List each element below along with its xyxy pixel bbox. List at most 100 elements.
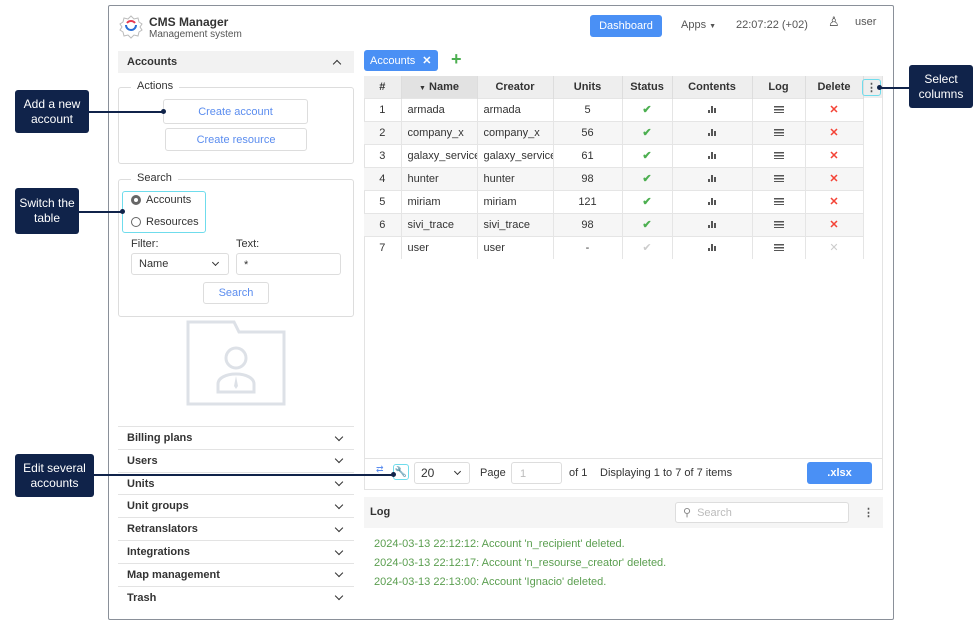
create-resource-button[interactable]: Create resource — [165, 128, 307, 151]
column-header-log[interactable]: Log — [752, 76, 806, 98]
log-button[interactable] — [752, 120, 806, 144]
account-name[interactable]: armada — [401, 97, 478, 121]
export-xlsx-button[interactable]: .xlsx — [807, 462, 872, 484]
delete-icon[interactable]: ✕ — [805, 120, 864, 144]
user-icon[interactable]: ♙ — [828, 14, 840, 29]
column-header-units[interactable]: Units — [553, 76, 623, 98]
dashboard-button[interactable]: Dashboard — [590, 15, 662, 37]
column-header-status[interactable]: Status — [622, 76, 673, 98]
sidebar-section-trash[interactable]: Trash — [118, 585, 354, 609]
tab-accounts[interactable]: Accounts ✕ — [364, 50, 438, 71]
sidebar-section-label: Units — [127, 477, 155, 490]
accounts-table: # ▼ Name Creator Units Status Contents Log Dele… — [364, 76, 864, 259]
swap-icon[interactable]: ⇄ — [376, 464, 384, 474]
sidebar-section-label: Retranslators — [127, 523, 198, 536]
status-check-icon[interactable]: ✔ — [622, 120, 673, 144]
log-button[interactable] — [752, 189, 806, 213]
filter-label: Filter: — [131, 238, 159, 250]
table-row[interactable]: 6 sivi_trace sivi_trace 98 ✔ ✕ — [364, 212, 864, 236]
per-page-select[interactable]: 20 — [414, 462, 470, 484]
bar-chart-icon — [707, 151, 717, 159]
log-button[interactable] — [752, 235, 806, 259]
sidebar-section-label: Integrations — [127, 546, 190, 558]
account-name[interactable]: company_x — [401, 120, 478, 144]
delete-icon[interactable]: ✕ — [805, 166, 864, 190]
contents-button[interactable] — [672, 235, 753, 259]
contents-button[interactable] — [672, 212, 753, 236]
table-row[interactable]: 7 user user - ✔ ✕ — [364, 235, 864, 259]
table-row[interactable]: 1 armada armada 5 ✔ ✕ — [364, 97, 864, 121]
sidebar-section-unit-groups[interactable]: Unit groups — [118, 494, 354, 517]
log-entry: 2024-03-13 22:13:00: Account 'Ignacio' d… — [374, 576, 607, 588]
column-header-name[interactable]: ▼ Name — [401, 76, 478, 98]
status-check-icon[interactable]: ✔ — [622, 143, 673, 167]
contents-button[interactable] — [672, 189, 753, 213]
log-menu-icon[interactable]: ⋮ — [863, 507, 874, 519]
delete-icon[interactable]: ✕ — [805, 189, 864, 213]
column-header-creator[interactable]: Creator — [477, 76, 554, 98]
delete-icon[interactable]: ✕ — [805, 235, 864, 259]
create-account-button[interactable]: Create account — [163, 99, 308, 124]
contents-button[interactable] — [672, 143, 753, 167]
account-name[interactable]: sivi_trace — [401, 212, 478, 236]
table-row[interactable]: 4 hunter hunter 98 ✔ ✕ — [364, 166, 864, 190]
bar-chart-icon — [707, 105, 717, 113]
account-name[interactable]: miriam — [401, 189, 478, 213]
column-header-contents[interactable]: Contents — [672, 76, 753, 98]
list-icon — [773, 174, 784, 182]
filter-select[interactable]: Name — [131, 253, 229, 275]
sidebar-section-users[interactable]: Users — [118, 448, 354, 472]
sidebar-section-integrations[interactable]: Integrations — [118, 540, 354, 563]
list-icon — [773, 128, 784, 136]
log-button[interactable] — [752, 166, 806, 190]
account-name[interactable]: hunter — [401, 166, 478, 190]
text-input[interactable]: * — [236, 253, 341, 275]
table-row[interactable]: 5 miriam miriam 121 ✔ ✕ — [364, 189, 864, 213]
accounts-section-header[interactable]: Accounts — [118, 51, 354, 73]
log-search-input[interactable]: ⚲ Search — [675, 502, 849, 523]
search-icon: ⚲ — [683, 507, 692, 519]
delete-icon[interactable]: ✕ — [805, 143, 864, 167]
sidebar-section-map-management[interactable]: Map management — [118, 562, 354, 586]
accounts-section-title: Accounts — [127, 56, 178, 68]
delete-icon[interactable]: ✕ — [805, 212, 864, 236]
delete-icon[interactable]: ✕ — [805, 97, 864, 121]
sidebar-section-units[interactable]: Units — [118, 471, 354, 495]
log-button[interactable] — [752, 97, 806, 121]
status-check-icon[interactable]: ✔ — [622, 189, 673, 213]
apps-menu[interactable]: Apps ▼ — [681, 19, 716, 31]
account-creator: company_x — [477, 120, 554, 144]
radio-accounts[interactable]: Accounts — [131, 194, 191, 206]
sidebar-section-billing-plans[interactable]: Billing plans — [118, 426, 354, 449]
column-header-delete[interactable]: Delete — [805, 76, 864, 98]
chevron-down-icon — [211, 258, 220, 267]
status-check-icon[interactable]: ✔ — [622, 97, 673, 121]
row-number: 6 — [364, 212, 402, 236]
column-header-number[interactable]: # — [364, 76, 402, 98]
status-check-icon[interactable]: ✔ — [622, 212, 673, 236]
table-row[interactable]: 2 company_x company_x 56 ✔ ✕ — [364, 120, 864, 144]
table-row[interactable]: 3 galaxy_service galaxy_service 61 ✔ ✕ — [364, 143, 864, 167]
sidebar-section-retranslators[interactable]: Retranslators — [118, 517, 354, 540]
chevron-down-icon — [334, 569, 344, 578]
add-tab-icon[interactable]: + — [451, 49, 462, 69]
contents-button[interactable] — [672, 166, 753, 190]
account-units: 56 — [553, 120, 623, 144]
status-check-icon[interactable]: ✔ — [622, 235, 673, 259]
sidebar-section-label: Billing plans — [127, 432, 193, 444]
bar-chart-icon — [707, 128, 717, 136]
contents-button[interactable] — [672, 97, 753, 121]
status-check-icon[interactable]: ✔ — [622, 166, 673, 190]
log-button[interactable] — [752, 143, 806, 167]
account-name[interactable]: user — [401, 235, 478, 259]
account-units: 98 — [553, 166, 623, 190]
log-button[interactable] — [752, 212, 806, 236]
account-name[interactable]: galaxy_service — [401, 143, 478, 167]
search-button[interactable]: Search — [203, 282, 269, 304]
radio-resources[interactable]: Resources — [131, 216, 199, 228]
user-name[interactable]: user — [855, 16, 877, 28]
close-icon[interactable]: ✕ — [422, 55, 432, 67]
list-icon — [773, 243, 784, 251]
page-input[interactable]: 1 — [511, 462, 562, 484]
contents-button[interactable] — [672, 120, 753, 144]
